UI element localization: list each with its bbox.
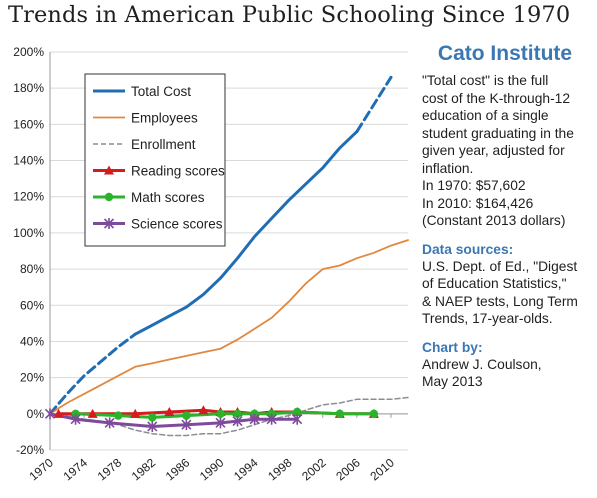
legend-box: [84, 73, 226, 247]
description-line: education of a single: [422, 108, 549, 123]
science-scores-point: [44, 408, 56, 420]
y-tick-label: 180%: [13, 81, 44, 95]
chart-by-text: Andrew J. Coulson, May 2013: [422, 356, 594, 391]
y-tick-label: 140%: [13, 154, 44, 168]
y-tick-label: -20%: [16, 443, 44, 457]
y-tick-label: 200%: [13, 45, 44, 59]
science-scores-line: [48, 412, 299, 428]
legend-label: Employees: [131, 111, 198, 126]
x-tick-label: 2010: [367, 455, 397, 483]
series-lines: [48, 75, 409, 437]
legend-label: Science scores: [131, 217, 223, 232]
math-scores-point: [233, 409, 242, 419]
x-tick-label: 1974: [61, 455, 91, 483]
x-tick-label: 1978: [95, 455, 125, 483]
sources-heading: Data sources:: [422, 241, 514, 257]
x-tick-label: 2006: [333, 455, 363, 483]
reading-scores-point: [130, 408, 141, 418]
sources-text: U.S. Dept. of Ed., "Digest of Education S…: [422, 258, 594, 328]
description: "Total cost" is the full cost of the K-th…: [422, 72, 594, 230]
science-scores-point: [249, 413, 260, 425]
science-scores-point: [181, 419, 192, 431]
chart-by-heading: Chart by:: [422, 339, 483, 355]
y-tick-label: 60%: [20, 298, 44, 312]
math-scores-point: [148, 413, 157, 422]
description-line: student graduating in the: [422, 125, 574, 141]
legend-label: Math scores: [131, 190, 205, 205]
reading-scores-point: [53, 408, 64, 418]
math-scores-point: [113, 411, 123, 420]
total-cost-line: [48, 332, 137, 416]
y-tick-label: 160%: [13, 117, 44, 131]
sidebar: Cato Institute "Total cost" is the full c…: [422, 42, 594, 391]
science-scores-point: [70, 413, 81, 425]
x-tick-label: 1990: [197, 455, 227, 483]
description-line: In 2010: $164,426: [422, 195, 534, 211]
legend-label: Enrollment: [131, 137, 196, 152]
reading-scores-point: [198, 405, 209, 415]
legend-label: Total Cost: [131, 84, 191, 99]
total-cost-line: [133, 130, 359, 336]
science-scores-point: [266, 413, 277, 425]
legend-marker: [104, 192, 114, 202]
math-scores-point: [292, 407, 302, 417]
chart-by-line: May 2013: [422, 374, 483, 389]
y-tick-label: 120%: [13, 190, 44, 204]
math-scores-point: [335, 409, 345, 419]
employees-line: [49, 239, 409, 415]
description-line: (Constant 2013 dollars): [422, 213, 566, 228]
series-markers: [44, 405, 379, 432]
legend-label: Reading scores: [131, 164, 225, 179]
line-chart: -20% 0% 20% 40% 60% 80% 100% 120% 140% 160% 180% 20…: [13, 45, 409, 483]
y-tick-label: 100%: [13, 226, 44, 240]
sources-line: & NAEP tests, Long Term: [422, 293, 578, 309]
description-line: In 1970: $57,602: [422, 178, 526, 193]
science-scores-point: [215, 417, 226, 429]
enrollment-line: [49, 396, 409, 437]
math-scores-point: [369, 409, 379, 419]
x-tick-label: 1998: [265, 455, 295, 483]
y-tick-label: 20%: [20, 371, 44, 385]
x-tick-label: 1994: [231, 455, 261, 483]
y-tick-label: 80%: [20, 262, 44, 276]
total-cost-line: [355, 75, 393, 134]
description-line: cost of the K-through-12: [422, 90, 571, 106]
science-scores-point: [292, 413, 303, 425]
x-tick-label: 1982: [129, 455, 159, 483]
math-scores-point: [216, 409, 225, 419]
legend-marker: [104, 165, 114, 175]
x-tick-label: 1986: [163, 455, 193, 483]
description-line: "Total cost" is the full: [422, 73, 549, 88]
brand-name: Cato Institute: [437, 42, 573, 65]
science-scores-point: [104, 417, 115, 429]
sources-line: of Education Statistics,": [422, 276, 567, 291]
chart-by-line: Andrew J. Coulson,: [422, 356, 542, 372]
description-line: inflation.: [422, 160, 474, 176]
reading-scores-point: [87, 408, 98, 418]
math-scores-point: [182, 411, 191, 420]
y-tick-label: 0%: [27, 407, 45, 421]
legend-marker: [103, 218, 115, 229]
science-scores-point: [147, 420, 158, 432]
y-tick-label: 40%: [20, 334, 44, 348]
x-tick-label: 2002: [299, 455, 329, 483]
sources-line: U.S. Dept. of Ed., "Digest: [422, 258, 578, 274]
description-line: given year, adjusted for: [422, 143, 565, 158]
sources-line: Trends, 17-year-olds.: [422, 311, 553, 326]
legend: Total Cost Employees Enrollment Reading sco…: [84, 73, 226, 247]
reading-scores-point: [164, 407, 175, 417]
x-tick-label: 1970: [26, 455, 56, 483]
chart-title: Trends in American Public Schooling Sinc…: [8, 2, 571, 28]
science-scores-point: [232, 415, 243, 427]
